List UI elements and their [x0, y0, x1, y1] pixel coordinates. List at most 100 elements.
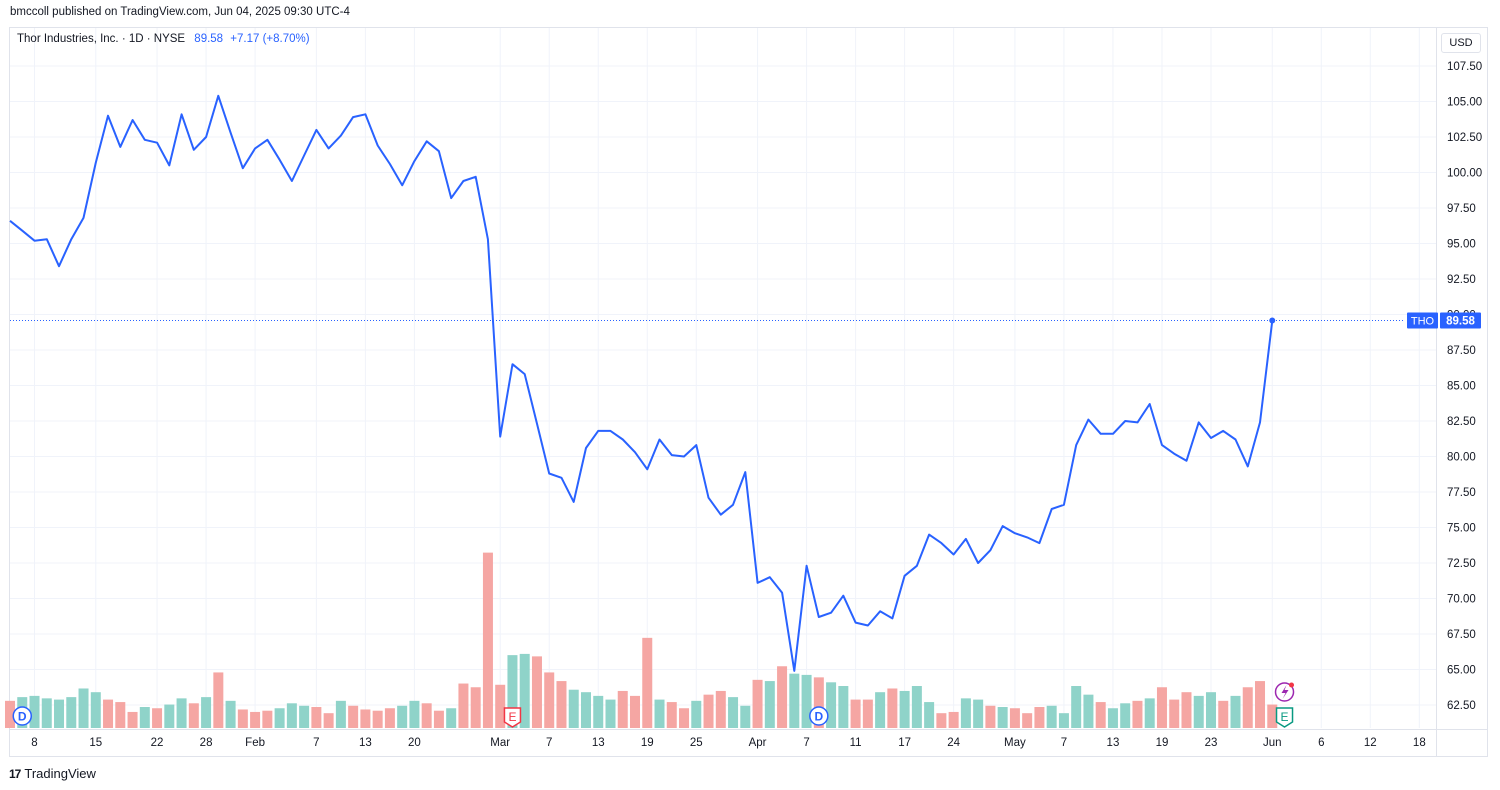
- volume-bar: [1205, 692, 1216, 728]
- volume-bar: [752, 679, 763, 728]
- volume-bar: [421, 703, 432, 728]
- dividend-marker-icon: [12, 706, 33, 726]
- volume-bar: [103, 699, 114, 728]
- volume-bar: [544, 672, 555, 728]
- ticker-badge-label: THO: [1411, 315, 1435, 327]
- volume-bar: [1193, 695, 1204, 728]
- y-tick-label: 82.50: [1447, 416, 1476, 428]
- x-tick-label: 7: [1061, 737, 1067, 749]
- volume-bar: [985, 705, 996, 728]
- y-tick-label: 95.00: [1447, 239, 1476, 251]
- volume-bar: [335, 700, 346, 728]
- x-tick-label: 8: [31, 737, 37, 749]
- legend-change: +7.17 (+8.70%): [230, 33, 310, 45]
- volume-bar: [433, 710, 444, 728]
- volume-bar: [446, 708, 457, 728]
- volume-bar: [311, 707, 322, 728]
- symbol-description[interactable]: Thor Industries, Inc. · 1D · NYSE: [17, 33, 186, 45]
- last-price-dot: [1269, 317, 1276, 324]
- volume-bar: [728, 697, 739, 728]
- volume-bar: [1083, 694, 1094, 728]
- y-tick-label: 97.50: [1447, 203, 1476, 215]
- y-tick-label: 72.50: [1447, 558, 1476, 570]
- volume-bar: [1267, 704, 1278, 728]
- volume-bar: [911, 686, 922, 728]
- x-tick-label: Jun: [1263, 737, 1282, 749]
- volume-bar: [789, 673, 800, 728]
- volume-bar: [1046, 705, 1057, 728]
- volume-bar: [1120, 703, 1131, 728]
- ticker-badge: [1407, 312, 1438, 329]
- dividend-marker-icon: [809, 706, 829, 726]
- y-tick-label: 85.00: [1447, 381, 1476, 393]
- volume-bar: [115, 702, 126, 728]
- volume-layer: [5, 552, 1278, 728]
- x-tick-label: Feb: [245, 737, 265, 749]
- price-badge: [1440, 312, 1481, 329]
- notification-dot-icon: [1289, 682, 1295, 688]
- x-tick-label: 23: [1205, 737, 1218, 749]
- earnings-marker-label: E: [508, 710, 516, 724]
- price-line: [9, 94, 1274, 672]
- y-tick-label: 107.50: [1447, 61, 1482, 73]
- x-tick-label: 7: [313, 737, 319, 749]
- volume-bar: [813, 677, 824, 728]
- volume-bar: [164, 704, 175, 728]
- earnings-marker-icon: [1275, 707, 1294, 728]
- volume-bar: [642, 637, 653, 728]
- volume-bar: [887, 688, 898, 728]
- volume-bar: [5, 700, 15, 728]
- volume-bar: [703, 694, 714, 728]
- earnings-marker-label: E: [1281, 710, 1289, 724]
- x-tick-label: 7: [546, 737, 552, 749]
- x-tick-label: 24: [947, 737, 960, 749]
- volume-bar: [176, 698, 187, 728]
- x-tick-label: 22: [151, 737, 164, 749]
- y-tick-label: 65.00: [1447, 665, 1476, 677]
- volume-bar: [323, 713, 334, 728]
- volume-bar: [936, 713, 947, 728]
- lightning-icon: [1281, 685, 1289, 699]
- volume-bar: [299, 705, 310, 728]
- volume-bar: [409, 700, 420, 728]
- brand-name: TradingView: [24, 766, 96, 781]
- x-tick-label: 25: [690, 737, 703, 749]
- volume-bar: [630, 695, 641, 728]
- line-layer: [9, 94, 1405, 672]
- volume-bar: [1022, 713, 1033, 728]
- volume-bar: [29, 695, 40, 728]
- volume-bar: [960, 698, 971, 728]
- volume-bar: [188, 703, 199, 728]
- volume-bar: [1181, 692, 1192, 728]
- volume-bar: [1242, 687, 1253, 728]
- x-tick-label: May: [1004, 737, 1026, 749]
- legend-price: 89.58: [194, 33, 224, 45]
- volume-bar: [617, 690, 628, 728]
- volume-bar: [679, 708, 690, 728]
- volume-bar: [225, 700, 236, 728]
- volume-bar: [274, 708, 285, 728]
- volume-bar: [826, 682, 837, 728]
- volume-bar: [850, 699, 861, 728]
- volume-bar: [1107, 708, 1118, 728]
- x-tick-label: 13: [592, 737, 605, 749]
- volume-bar: [213, 672, 224, 728]
- volume-bar: [397, 705, 408, 728]
- currency-button[interactable]: USD: [1441, 33, 1481, 53]
- volume-bar: [801, 674, 812, 728]
- volume-bar: [201, 697, 212, 728]
- volume-bar: [1009, 708, 1020, 728]
- tradingview-brand[interactable]: 17 TradingView: [9, 766, 96, 781]
- y-tick-label: 80.00: [1447, 452, 1476, 464]
- volume-bar: [654, 699, 665, 728]
- y-tick-label: 77.50: [1447, 487, 1476, 499]
- volume-bar: [1169, 699, 1180, 728]
- volume-bar: [1058, 713, 1069, 728]
- x-tick-label: 7: [803, 737, 809, 749]
- x-tick-label: 6: [1318, 737, 1324, 749]
- volume-bar: [715, 690, 726, 728]
- volume-bar: [1071, 686, 1082, 728]
- volume-bar: [1156, 687, 1167, 728]
- grid-layer: [10, 28, 1436, 728]
